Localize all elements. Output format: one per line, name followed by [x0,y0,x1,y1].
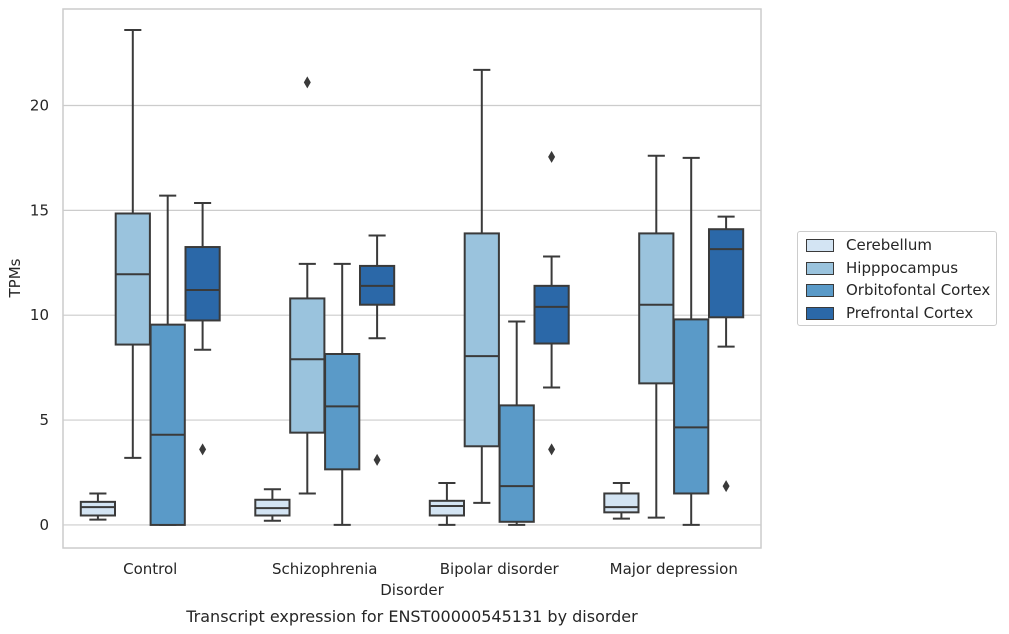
box-0-1 [114,28,151,459]
outlier-point [303,76,311,89]
box-1-3 [358,234,396,466]
legend-label: Orbitofontal Cortex [846,281,991,299]
box-body [638,232,675,385]
legend-swatch [806,261,834,275]
box-1-0 [254,488,291,522]
legend-swatch [806,283,834,297]
legend-label: Cerebellum [846,236,932,254]
x-tick-label: Control [123,560,177,578]
legend-label: Prefrontal Cortex [846,304,974,322]
outlier-point [373,453,381,466]
box-0-3 [184,201,221,456]
legend-swatch [806,238,834,252]
x-tick-label: Schizophrenia [272,560,377,578]
legend-item-prefrontal: Prefrontal Cortex [806,303,973,323]
box-2-3 [533,150,570,456]
outlier-point [722,480,730,493]
box-2-0 [428,481,466,526]
box-body [463,232,500,448]
box-body [428,499,466,517]
box-body [79,500,117,517]
y-tick-label: 10 [30,306,49,324]
box-body [673,318,710,495]
y-tick-label: 5 [39,411,49,429]
box-3-2 [673,156,710,526]
box-0-2 [149,194,186,526]
x-axis-ticks: Control Schizophrenia Bipolar disorder Majo… [123,560,738,578]
x-axis-label: Disorder [380,581,444,599]
box-body [289,297,326,434]
box-3-3 [707,215,745,493]
box-3-1 [638,154,675,519]
figure-caption: Transcript expression for ENST0000054513… [185,607,638,626]
legend-label: Hipppocampus [846,259,959,277]
legend-swatch [806,306,834,320]
box-body [498,404,535,523]
legend: Cerebellum Hipppocampus Orbitofontal Cor… [797,231,997,326]
box-0-0 [79,492,117,521]
legend-item-cerebellum: Cerebellum [806,235,932,255]
box-plot-series [79,28,745,526]
box-body [533,284,570,345]
box-3-0 [603,481,640,520]
box-body [324,353,361,471]
box-2-1 [463,68,500,504]
y-tick-label: 20 [30,96,49,114]
x-tick-label: Bipolar disorder [440,560,560,578]
box-body [114,212,151,346]
box-2-2 [498,320,535,526]
y-axis-label: TPMs [6,258,24,298]
box-body [707,228,745,319]
y-tick-label: 15 [30,201,49,219]
legend-item-hippocampus: Hipppocampus [806,258,958,278]
x-tick-label: Major depression [610,560,738,578]
legend-item-orbitofrontal: Orbitofontal Cortex [806,280,990,300]
y-tick-label: 0 [39,516,49,534]
outlier-point [199,443,207,456]
box-body [603,492,640,514]
outlier-point [548,443,556,456]
plot-frame [62,8,762,549]
box-1-2 [324,262,361,526]
box-1-1 [289,76,326,495]
outlier-point [548,150,556,163]
box-body [149,323,186,526]
box-body [184,246,221,322]
y-axis-ticks: 0 5 10 15 20 [30,96,49,533]
